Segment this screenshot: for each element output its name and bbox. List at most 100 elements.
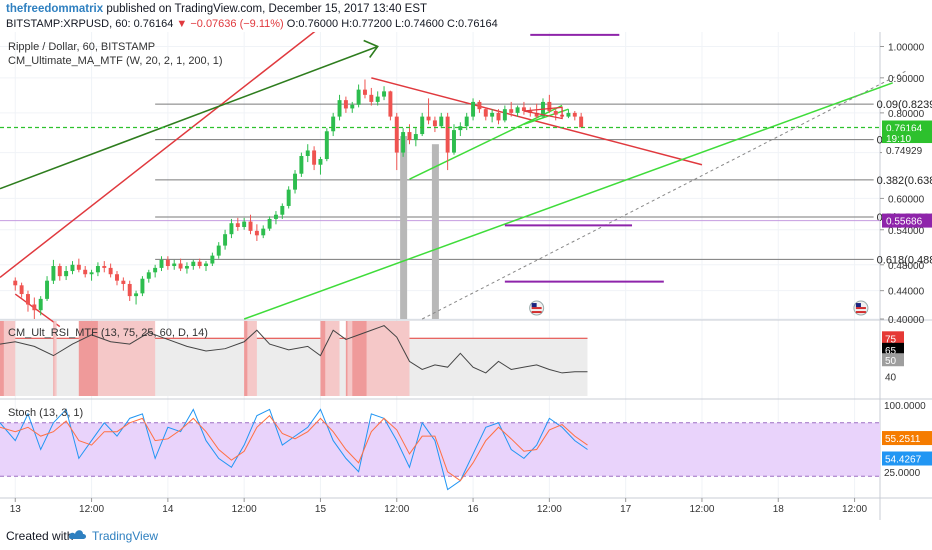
x-tick-label: 18 bbox=[773, 504, 785, 515]
stoch-pane: Stoch (13, 3, 1) 100.0000 25.0000 55.2511 54… bbox=[0, 401, 932, 491]
footer: Created with TradingView bbox=[0, 520, 932, 550]
candle-body bbox=[305, 150, 310, 156]
candle-body bbox=[286, 189, 291, 206]
rsi-axis-tag bbox=[882, 353, 904, 367]
stoch-tag bbox=[882, 451, 932, 466]
candle-body bbox=[127, 283, 132, 297]
candle-body bbox=[337, 100, 342, 117]
candle-body bbox=[413, 134, 418, 141]
candle-body bbox=[280, 205, 285, 215]
candle-body bbox=[312, 150, 317, 165]
trendline bbox=[0, 45, 378, 190]
candle-body bbox=[432, 120, 437, 127]
y-tick-label: 0.44000 bbox=[888, 287, 925, 298]
rsi-axis-tag bbox=[882, 331, 904, 345]
candle-body bbox=[407, 132, 412, 141]
candle-body bbox=[382, 91, 387, 97]
x-tick-label: 12:00 bbox=[79, 504, 104, 515]
rsi-overbought-shade bbox=[53, 321, 57, 396]
x-tick-label: 16 bbox=[468, 504, 480, 515]
candle-body bbox=[439, 116, 444, 127]
candle-body bbox=[273, 214, 278, 219]
fib-level-label: 0.382(0.63858) bbox=[877, 175, 932, 187]
candle-body bbox=[299, 155, 304, 174]
candle-body bbox=[261, 228, 266, 236]
tradingview-brand-link[interactable]: TradingView bbox=[92, 529, 159, 543]
candle-body bbox=[83, 269, 88, 275]
candle-body bbox=[235, 223, 240, 228]
candle-body bbox=[515, 107, 520, 113]
rsi-axis-tag-label: 50 bbox=[885, 356, 897, 367]
rsi-axis-label: 40 bbox=[885, 372, 897, 383]
candle-body bbox=[26, 294, 30, 305]
candle-body bbox=[159, 259, 164, 268]
x-tick-label: 12:00 bbox=[689, 504, 714, 515]
trendline bbox=[243, 82, 893, 320]
candle-body bbox=[324, 131, 329, 160]
candle-body bbox=[356, 89, 361, 105]
rsi-shade-edge bbox=[320, 321, 326, 396]
candle-body bbox=[45, 280, 50, 299]
candle-body bbox=[496, 112, 501, 121]
candle-body bbox=[153, 267, 158, 273]
candle-body bbox=[248, 221, 253, 231]
candle-body bbox=[464, 116, 469, 127]
candle-body bbox=[401, 132, 406, 153]
us-flag-icon bbox=[529, 300, 545, 316]
flag-stripe bbox=[855, 311, 866, 314]
trendline bbox=[523, 108, 569, 125]
candle-body bbox=[458, 126, 463, 131]
arrowhead bbox=[363, 39, 379, 58]
author-link[interactable]: thefreedommatrix bbox=[6, 3, 104, 15]
chart-title: Ripple / Dollar, 60, BITSTAMP bbox=[8, 41, 155, 53]
rsi-title: CM_Ult_RSI_MTF (13, 75, 25, 60, D, 14) bbox=[8, 327, 208, 339]
candle-body bbox=[483, 109, 488, 117]
publish-text: published on TradingView.com, December 1… bbox=[106, 3, 428, 15]
candle-body bbox=[140, 278, 145, 294]
candle-body bbox=[146, 272, 151, 279]
candle-body bbox=[293, 173, 297, 190]
rsi-shade-edge bbox=[244, 321, 248, 396]
stoch-tag-label: 55.2511 bbox=[885, 434, 921, 445]
candle-body bbox=[216, 245, 221, 256]
flag-stripe bbox=[531, 311, 542, 314]
x-tick-label: 15 bbox=[315, 504, 327, 515]
candle-body bbox=[445, 116, 450, 153]
candle-body bbox=[267, 218, 272, 229]
price-change: −0.07636 (−9.11%) bbox=[190, 18, 284, 30]
candle-body bbox=[547, 101, 552, 112]
candle-body bbox=[318, 159, 323, 165]
candle-body bbox=[184, 266, 189, 269]
candle-body bbox=[553, 111, 558, 115]
price-tag-label: 0.55686 bbox=[886, 217, 923, 228]
stoch-series-line bbox=[0, 408, 588, 491]
tradingview-logo-icon bbox=[69, 530, 86, 539]
candle-body bbox=[509, 109, 514, 113]
created-with-text: Created with bbox=[6, 529, 74, 543]
candle-body bbox=[64, 271, 69, 277]
chart-area[interactable]: 0.09(0.82391)0.236(0.73125)0.382(0.63858… bbox=[0, 32, 932, 520]
rsi-shade-edge bbox=[345, 321, 348, 396]
candle-body bbox=[57, 266, 62, 277]
down-arrow-icon: ▼ bbox=[176, 18, 188, 30]
candle-body bbox=[420, 116, 425, 135]
candle-body bbox=[363, 89, 367, 95]
candle-body bbox=[471, 101, 476, 117]
candle-body bbox=[452, 130, 456, 153]
rsi-overbought-shade bbox=[345, 321, 353, 396]
rsi-axis-tag-label: 75 bbox=[885, 334, 897, 345]
candle-body bbox=[95, 266, 100, 273]
candle-body bbox=[343, 100, 348, 109]
candle-body bbox=[242, 221, 247, 228]
candle-body bbox=[369, 94, 374, 102]
stoch-series-line bbox=[0, 414, 588, 482]
candle-body bbox=[89, 272, 94, 275]
y-tick-label: 0.54000 bbox=[888, 226, 925, 237]
candle-body bbox=[229, 223, 234, 235]
stoch-title: Stoch (13, 3, 1) bbox=[8, 407, 83, 419]
x-tick-label: 13 bbox=[10, 504, 22, 515]
x-tick-label: 12:00 bbox=[232, 504, 257, 515]
y-tick-label: 0.60000 bbox=[888, 194, 925, 205]
candle-body bbox=[490, 112, 495, 117]
price-tag bbox=[882, 143, 932, 158]
